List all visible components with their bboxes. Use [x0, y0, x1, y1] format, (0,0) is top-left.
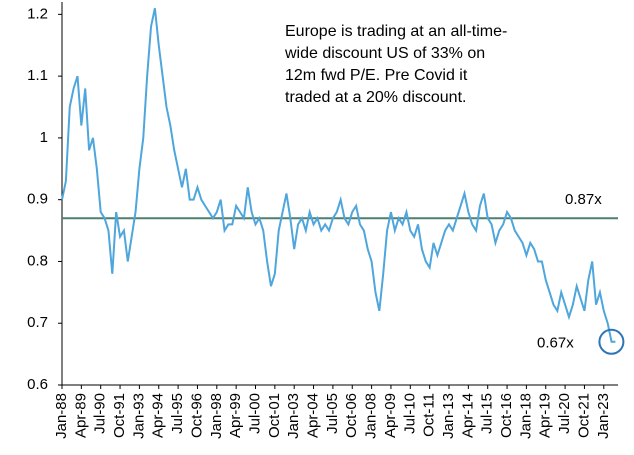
x-tick-label: Jan-93 — [130, 393, 147, 439]
highlight-circle — [598, 328, 625, 355]
x-tick-label: Jul-05 — [324, 393, 341, 434]
x-tick-label: Apr-19 — [537, 393, 554, 438]
note-line: wide discount US of 33% on — [284, 45, 485, 62]
y-tick-label: 0.6 — [27, 376, 48, 393]
y-tick-label: 1.1 — [27, 67, 48, 84]
x-tick-label: Jan-98 — [208, 393, 225, 439]
y-tick-label: 1 — [40, 129, 48, 146]
x-tick-label: Apr-94 — [150, 393, 167, 438]
x-tick-label: Oct-21 — [575, 393, 592, 438]
reference-label: 0.87x — [565, 191, 602, 208]
y-tick-label: 0.9 — [27, 191, 48, 208]
x-tick-label: Jan-08 — [363, 393, 380, 439]
x-tick-label: Oct-11 — [421, 393, 438, 437]
x-tick-label: Jan-18 — [517, 393, 534, 439]
x-tick-label: Jul-20 — [556, 393, 573, 434]
series-line — [61, 7, 616, 343]
x-tick-label: Oct-06 — [343, 393, 360, 438]
note-line: traded at a 20% discount. — [285, 89, 466, 106]
note-line: 12m fwd P/E. Pre Covid it — [285, 67, 468, 84]
x-tick-label: Oct-91 — [111, 393, 128, 438]
y-tick-label: 1.2 — [27, 5, 48, 22]
note-line: Europe is trading at an all-time- — [285, 23, 507, 40]
x-tick-label: Jan-03 — [285, 393, 302, 439]
x-tick-label: Jul-90 — [92, 393, 109, 434]
x-tick-label: Jan-88 — [53, 393, 70, 439]
x-tick-label: Apr-89 — [72, 393, 89, 438]
x-tick-label: Jul-15 — [479, 393, 496, 434]
x-tick-label: Oct-16 — [498, 393, 515, 438]
x-tick-label: Oct-96 — [188, 393, 205, 438]
y-tick-label: 0.7 — [27, 314, 48, 331]
x-tick-label: Oct-01 — [266, 393, 283, 438]
x-tick-label: Jul-95 — [169, 393, 186, 434]
x-tick-label: Apr-09 — [382, 393, 399, 438]
x-tick-label: Jul-10 — [401, 393, 418, 434]
x-tick-label: Apr-14 — [459, 393, 476, 438]
x-tick-label: Apr-04 — [305, 393, 322, 438]
x-tick-label: Jul-00 — [246, 393, 263, 434]
x-tick-label: Apr-99 — [227, 393, 244, 438]
x-tick-label: Jan-13 — [440, 393, 457, 439]
end-label: 0.67x — [537, 335, 574, 352]
x-tick-label: Jan-23 — [595, 393, 612, 439]
y-tick-label: 0.8 — [27, 252, 48, 269]
